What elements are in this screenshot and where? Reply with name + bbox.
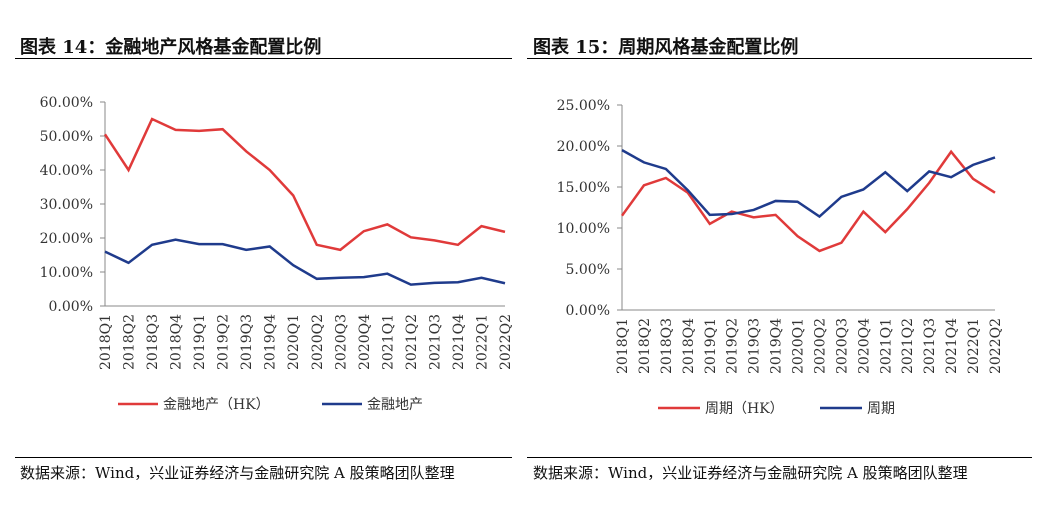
x-tick-label: 2019Q4 xyxy=(769,318,785,374)
y-tick-label: 10.00% xyxy=(40,265,93,281)
x-tick-label: 2020Q2 xyxy=(812,318,828,374)
legend-label: 金融地产（HK） xyxy=(163,397,270,413)
y-tick-label: 10.00% xyxy=(557,221,610,237)
y-tick-label: 20.00% xyxy=(40,231,93,247)
x-tick-label: 2021Q4 xyxy=(451,314,467,370)
x-tick-label: 2018Q2 xyxy=(122,314,138,370)
x-tick-label: 2022Q1 xyxy=(966,318,982,374)
x-tick-label: 2019Q1 xyxy=(703,318,719,374)
x-tick-label: 2020Q3 xyxy=(834,318,850,374)
x-tick-label: 2019Q3 xyxy=(239,314,255,370)
rule xyxy=(15,457,512,458)
y-tick-label: 40.00% xyxy=(40,163,93,179)
series-line xyxy=(103,117,506,252)
x-tick-label: 2022Q2 xyxy=(988,318,1004,374)
series-line xyxy=(620,149,996,253)
x-tick-label: 2020Q1 xyxy=(791,318,807,374)
x-tick-label: 2021Q4 xyxy=(944,318,960,374)
x-tick-label: 2018Q2 xyxy=(637,318,653,374)
x-tick-label: 2019Q3 xyxy=(747,318,763,374)
x-tick-label: 2022Q2 xyxy=(498,314,514,370)
y-tick-label: 20.00% xyxy=(557,139,610,155)
x-tick-label: 2019Q2 xyxy=(725,318,741,374)
y-tick-label: 25.00% xyxy=(557,98,610,114)
x-tick-label: 2021Q2 xyxy=(900,318,916,374)
legend-label: 周期（HK） xyxy=(705,401,784,417)
source-note: 数据来源：Wind，兴业证券经济与金融研究院 A 股策略团队整理 xyxy=(20,464,455,482)
x-tick-label: 2019Q4 xyxy=(263,314,279,370)
x-tick-label: 2018Q3 xyxy=(659,318,675,374)
x-tick-label: 2018Q3 xyxy=(145,314,161,370)
rule xyxy=(527,457,1032,458)
y-tick-label: 15.00% xyxy=(557,180,610,196)
x-tick-label: 2018Q4 xyxy=(681,318,697,374)
series-line xyxy=(621,149,996,219)
chart-title: 图表 15：周期风格基金配置比例 xyxy=(533,37,799,58)
x-tick-label: 2019Q2 xyxy=(216,314,232,370)
legend-label: 金融地产 xyxy=(367,397,423,413)
y-tick-label: 60.00% xyxy=(40,95,93,111)
x-tick-label: 2021Q1 xyxy=(380,314,396,370)
x-tick-label: 2018Q4 xyxy=(169,314,185,370)
y-tick-label: 5.00% xyxy=(566,262,610,278)
x-tick-label: 2020Q1 xyxy=(286,314,302,370)
y-tick-label: 30.00% xyxy=(40,197,93,213)
x-tick-label: 2019Q1 xyxy=(192,314,208,370)
x-tick-label: 2018Q1 xyxy=(98,314,114,370)
source-note: 数据来源：Wind，兴业证券经济与金融研究院 A 股策略团队整理 xyxy=(533,464,968,482)
x-tick-label: 2022Q1 xyxy=(474,314,490,370)
y-tick-label: 0.00% xyxy=(49,299,93,315)
chart: 0.00% 10.00% 20.00% 30.00% 40.00% 50.00% 60.00… xyxy=(40,95,514,413)
legend-label: 周期 xyxy=(867,401,895,417)
x-tick-label: 2021Q3 xyxy=(922,318,938,374)
x-tick-label: 2021Q2 xyxy=(404,314,420,370)
y-tick-label: 50.00% xyxy=(40,129,93,145)
chart-title: 图表 14：金融地产风格基金配置比例 xyxy=(20,37,322,58)
chart: 0.00% 5.00% 10.00% 15.00% 20.00% 25.00% 2018Q1… xyxy=(557,98,1004,417)
x-tick-label: 2020Q4 xyxy=(856,318,872,374)
x-tick-label: 2020Q2 xyxy=(310,314,326,370)
series-line xyxy=(104,238,506,286)
x-tick-label: 2021Q1 xyxy=(878,318,894,374)
y-tick-label: 0.00% xyxy=(566,303,610,319)
rule xyxy=(15,58,512,59)
x-tick-label: 2018Q1 xyxy=(615,318,631,374)
rule xyxy=(527,58,1032,59)
x-tick-label: 2021Q3 xyxy=(427,314,443,370)
x-tick-label: 2020Q3 xyxy=(333,314,349,370)
x-tick-label: 2020Q4 xyxy=(357,314,373,370)
